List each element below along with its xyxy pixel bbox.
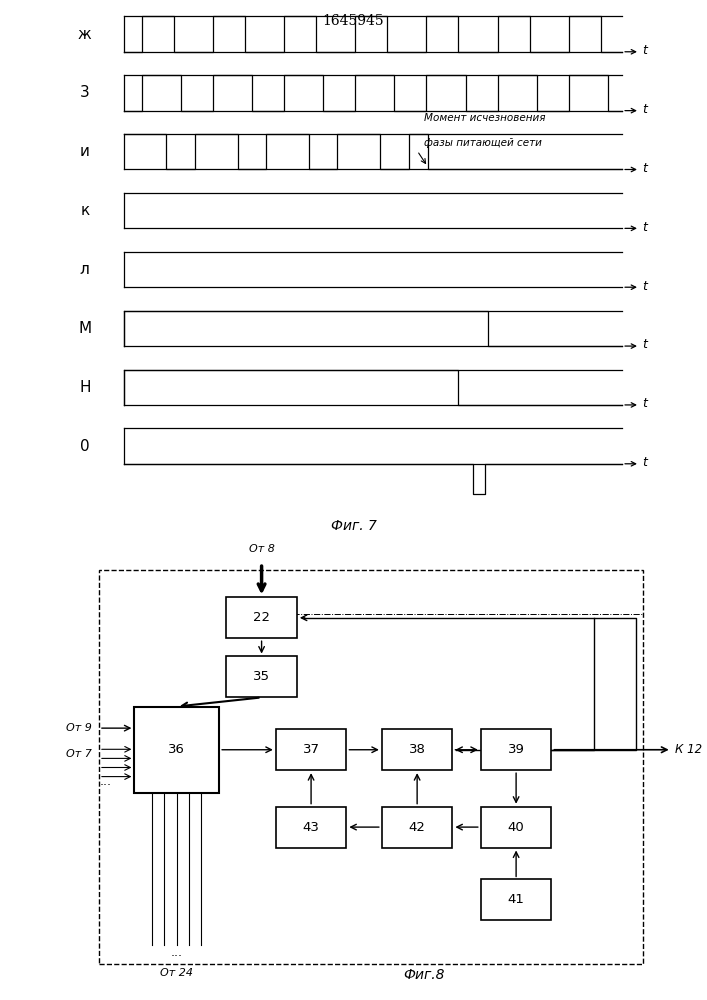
Text: к: к [80,203,90,218]
Bar [226,656,297,697]
Text: М: М [78,321,91,336]
Text: 36: 36 [168,743,185,756]
Text: t: t [642,280,647,293]
Text: ...: ... [100,775,112,788]
Text: фазы питающей сети: фазы питающей сети [424,138,542,148]
Text: t: t [642,44,647,57]
Text: 3: 3 [80,85,90,100]
Bar [382,729,452,770]
Text: 41: 41 [508,893,525,906]
Text: 1645945: 1645945 [322,14,385,28]
Text: ж: ж [78,27,92,42]
Text: От 9: От 9 [66,723,92,733]
Text: 38: 38 [409,743,426,756]
Text: t: t [642,338,647,351]
Text: t: t [642,456,647,469]
Bar [276,807,346,848]
Text: 35: 35 [253,670,270,683]
Bar [481,729,551,770]
Bar [134,707,219,793]
Text: л: л [80,262,90,277]
Bar [276,729,346,770]
Text: От 7: От 7 [66,749,92,759]
Text: и: и [80,144,90,159]
Text: t: t [642,221,647,234]
Bar [226,597,297,638]
Bar [382,807,452,848]
Text: Фиг.8: Фиг.8 [404,968,445,982]
Text: 42: 42 [409,821,426,834]
Bar [481,879,551,920]
Text: Н: Н [79,380,90,395]
Text: От 8: От 8 [249,544,274,554]
Text: 0: 0 [80,439,90,454]
Text: 39: 39 [508,743,525,756]
Bar [99,570,643,964]
Text: От 24: От 24 [160,968,193,978]
Text: Момент исчезновения: Момент исчезновения [424,113,546,123]
Text: t: t [642,103,647,116]
Text: t: t [642,397,647,410]
Text: 22: 22 [253,611,270,624]
Text: ...: ... [171,946,182,959]
Text: 43: 43 [303,821,320,834]
Text: 40: 40 [508,821,525,834]
Text: t: t [642,162,647,175]
Bar [481,807,551,848]
Text: Фиг. 7: Фиг. 7 [331,519,376,533]
Text: 37: 37 [303,743,320,756]
Text: К 12: К 12 [675,743,702,756]
